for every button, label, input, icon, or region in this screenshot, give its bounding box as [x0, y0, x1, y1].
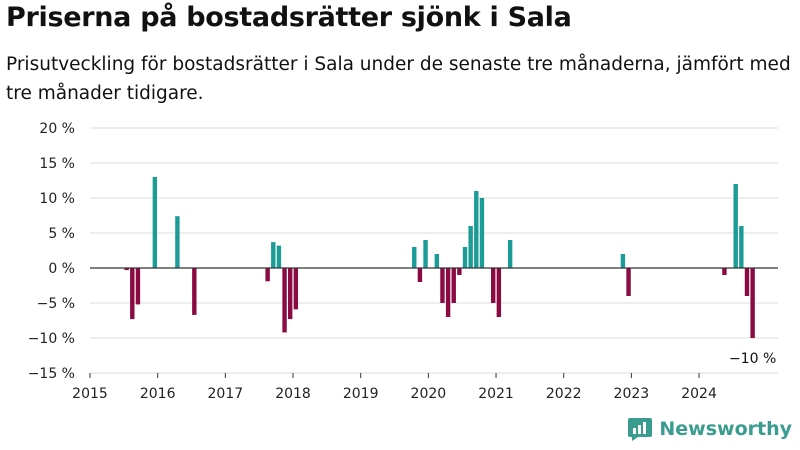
bar: [130, 268, 135, 320]
bar: [124, 268, 129, 271]
bar: [722, 268, 727, 275]
bar: [175, 216, 180, 268]
bar: [152, 177, 158, 268]
chart-subtitle: Prisutveckling för bostadsrätter i Sala …: [6, 54, 791, 104]
bar: [496, 268, 502, 317]
y-tick-label: 5 %: [48, 226, 75, 242]
brand-name: Newsworthy: [659, 418, 792, 440]
chart-title: Priserna på bostadsrätter sjönk i Sala: [6, 2, 572, 33]
y-tick-label: 10 %: [39, 191, 75, 207]
bar: [507, 240, 513, 268]
bar: [445, 268, 451, 317]
bar: [626, 268, 631, 296]
x-tick-label: 2017: [208, 386, 244, 402]
axis-layer: 20 % 15 % 10 % 5 % 0 % −5 % −10 % −15 % 2015 2016…: [28, 121, 778, 402]
bar: [744, 268, 750, 296]
y-tick-label: 20 %: [39, 121, 75, 137]
bar: [457, 268, 462, 275]
newsworthy-icon: [628, 418, 653, 441]
bar: [265, 268, 270, 282]
bar: [451, 268, 456, 303]
bar: [474, 191, 479, 268]
bar: [733, 184, 738, 268]
bar: [417, 268, 423, 282]
bar: [479, 198, 485, 268]
x-tick-label: 2016: [140, 386, 176, 402]
y-tick-label: −10 %: [28, 331, 75, 347]
bar: [412, 247, 417, 268]
bar: [271, 242, 276, 268]
bar: [276, 245, 282, 268]
bar: [434, 254, 440, 268]
y-tick-label: 15 %: [39, 156, 75, 172]
bar: [462, 247, 468, 268]
bar: [287, 268, 293, 320]
y-tick-label: −15 %: [28, 366, 75, 382]
x-tick-label: 2021: [478, 386, 514, 402]
bar: [491, 268, 496, 303]
bar: [750, 268, 755, 338]
bar: [620, 254, 626, 268]
bar: [293, 268, 299, 310]
bar: [192, 268, 197, 315]
bar: [135, 268, 141, 305]
x-tick-label: 2015: [72, 386, 108, 402]
data-label: −10 %: [729, 351, 776, 367]
grid-layer: [90, 127, 778, 374]
y-tick-label: −5 %: [37, 296, 75, 312]
bar: [440, 268, 445, 303]
bar: [739, 226, 744, 268]
x-tick-label: 2022: [546, 386, 582, 402]
x-tick-label: 2019: [343, 386, 379, 402]
bars-layer: [124, 177, 755, 338]
x-tick-label: 2020: [411, 386, 447, 402]
bar: [468, 226, 473, 268]
bar: [423, 240, 428, 268]
x-tick-label: 2018: [275, 386, 311, 402]
x-tick-label: 2023: [614, 386, 650, 402]
bar: [282, 268, 287, 333]
y-tick-label: 0 %: [48, 261, 75, 277]
x-tick-label: 2024: [681, 386, 717, 402]
newsworthy-logo: Newsworthy: [627, 416, 792, 442]
